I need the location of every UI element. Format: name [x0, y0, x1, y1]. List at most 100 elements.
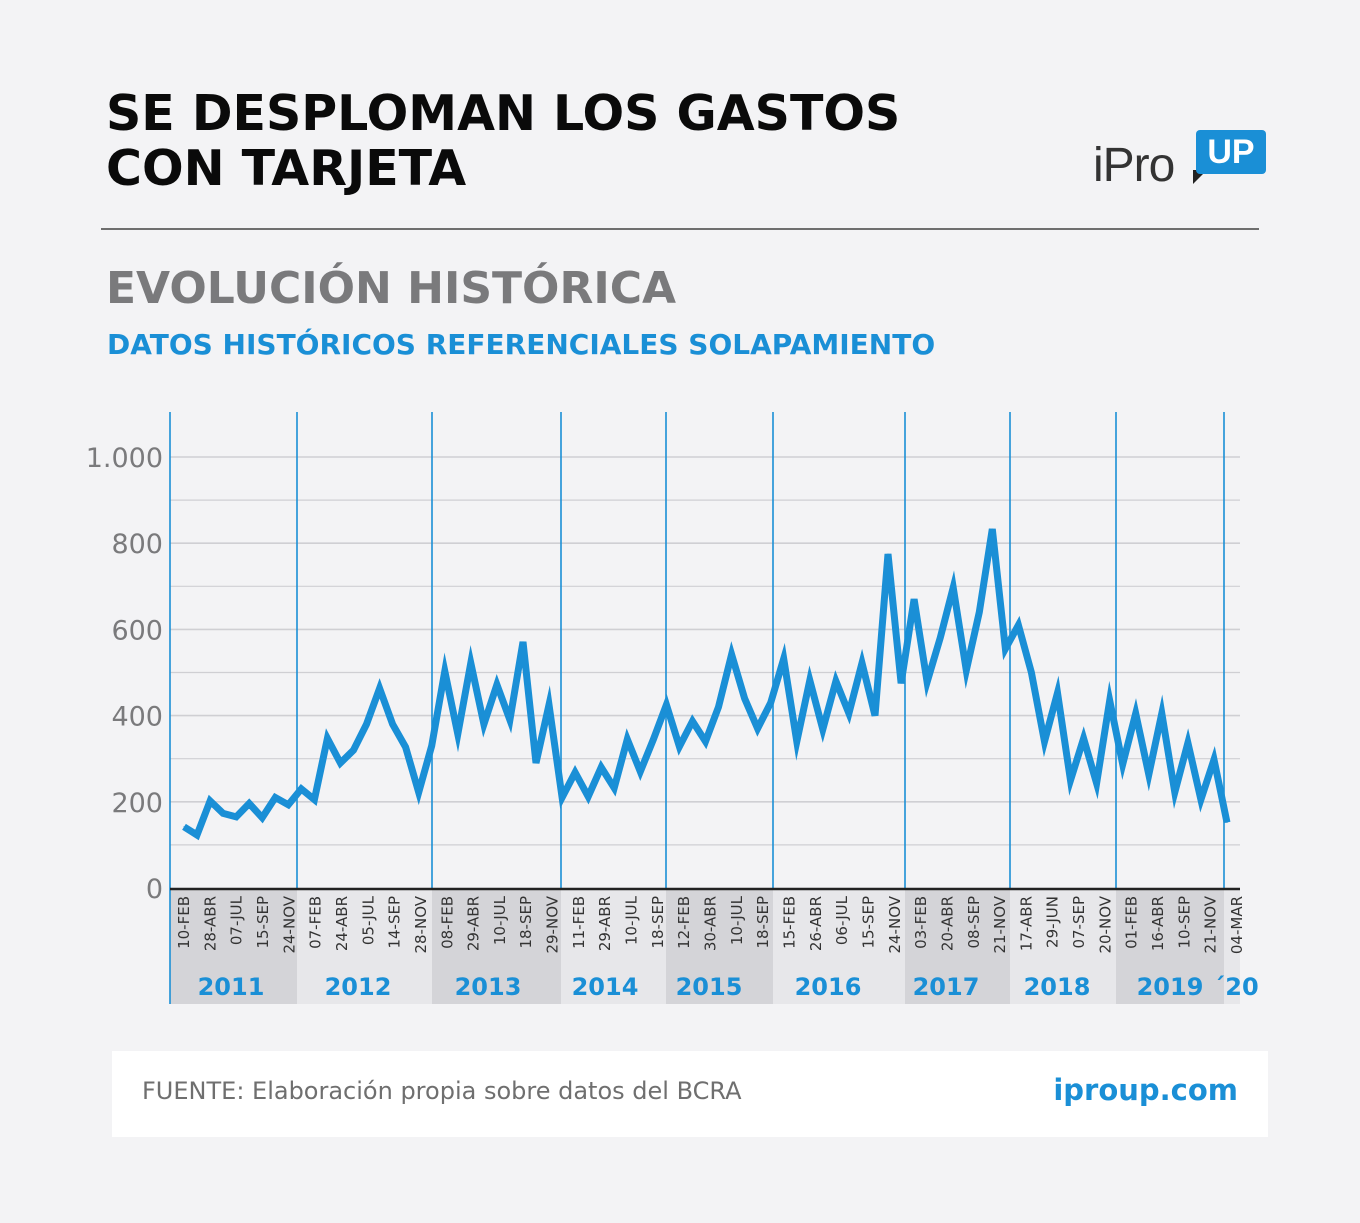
data-point: [431, 745, 433, 747]
x-tick-label: 07-SEP: [1070, 896, 1088, 949]
data-point: [1017, 624, 1019, 626]
x-tick-label: 15-SEP: [859, 896, 877, 949]
x-tick-label: 21-NOV: [991, 895, 1009, 953]
x-tick-label: 14-SEP: [386, 896, 404, 949]
year-label: 2015: [676, 973, 743, 1001]
data-point: [392, 723, 394, 725]
x-tick-label: 20-ABR: [938, 896, 956, 951]
data-point: [822, 728, 824, 730]
data-point: [613, 787, 615, 789]
data-point: [639, 771, 641, 773]
data-point: [261, 817, 263, 819]
data-point: [796, 741, 798, 742]
year-band: [1224, 890, 1240, 1004]
logo-badge: UP: [1196, 130, 1266, 174]
data-point: [1057, 692, 1058, 694]
x-tick-label: 10-JUL: [491, 895, 509, 945]
data-point: [222, 812, 224, 814]
x-tick-label: 24-NOV: [280, 895, 298, 953]
data-point: [509, 719, 511, 721]
year-band: [773, 890, 905, 1004]
x-tick-label: 10-JUL: [728, 895, 746, 945]
data-point: [965, 669, 967, 671]
year-band: [1010, 890, 1116, 1004]
x-tick-label: 28-ABR: [201, 896, 219, 951]
data-point: [600, 766, 602, 768]
y-tick-label: 800: [111, 529, 163, 560]
data-point: [535, 762, 537, 764]
data-point: [353, 749, 354, 751]
site-link[interactable]: iproup.com: [1053, 1073, 1238, 1107]
data-point: [418, 791, 420, 793]
x-tick-label: 21-NOV: [1202, 895, 1220, 953]
x-tick-label: 08-FEB: [438, 896, 456, 949]
data-point: [757, 728, 759, 729]
data-point: [874, 715, 876, 717]
year-band: [561, 890, 666, 1004]
data-point: [1200, 799, 1202, 801]
x-tick-label: 03-FEB: [912, 896, 930, 949]
x-tick-label: 18-SEP: [649, 896, 667, 949]
data-point: [457, 733, 459, 735]
x-tick-label: 01-FEB: [1123, 896, 1141, 949]
data-point: [665, 704, 667, 706]
x-tick-label: 24-NOV: [886, 895, 904, 953]
data-point: [692, 720, 693, 722]
x-tick-label: 20-NOV: [1096, 895, 1114, 953]
title-divider: [101, 228, 1259, 230]
x-tick-label: 10-JUL: [623, 895, 641, 945]
year-band: [432, 890, 561, 1004]
data-point: [248, 803, 250, 804]
x-tick-label: 10-FEB: [175, 896, 193, 949]
year-label: 2018: [1024, 973, 1091, 1001]
source-note: FUENTE: Elaboración propia sobre datos d…: [142, 1077, 742, 1105]
footer-bar: FUENTE: Elaboración propia sobre datos d…: [112, 1051, 1268, 1137]
data-point: [939, 637, 941, 639]
x-tick-label: 07-JUL: [228, 895, 246, 945]
data-point: [913, 598, 915, 600]
series-line: [182, 528, 1231, 841]
data-point: [678, 746, 680, 748]
data-point: [835, 680, 837, 682]
x-tick-label: 29-JUN: [1044, 896, 1062, 948]
x-tick-label: 18-SEP: [517, 896, 535, 949]
data-point: [978, 611, 980, 613]
year-label: 2017: [913, 973, 980, 1001]
line-chart: 0 200 400 600 800 1.000 10-FEB 28-ABR 07-JUL 15-S…: [86, 412, 1259, 1004]
data-point: [626, 738, 628, 740]
section-title: EVOLUCIÓN HISTÓRICA: [106, 263, 677, 314]
data-point: [379, 687, 381, 689]
data-point: [926, 681, 928, 683]
data-point: [1226, 822, 1228, 823]
x-tick-label: 12-FEB: [675, 896, 693, 949]
year-label: 2019: [1137, 973, 1204, 1001]
x-tick-label: 29-ABR: [596, 896, 614, 951]
data-point: [900, 682, 902, 684]
data-point: [235, 816, 237, 818]
data-point: [183, 826, 185, 828]
y-tick-label: 1.000: [86, 443, 163, 474]
year-label: 2013: [455, 973, 522, 1001]
y-tick-label: 0: [146, 874, 163, 905]
x-tick-label: 28-NOV: [412, 895, 430, 953]
x-tick-label: 24-ABR: [333, 896, 351, 951]
x-tick-label: 04-MAR: [1228, 896, 1246, 954]
data-point: [339, 762, 341, 764]
data-point: [548, 704, 550, 706]
data-point: [1122, 763, 1124, 765]
year-label: 2016: [795, 973, 862, 1001]
x-tick-label: 06-JUL: [833, 895, 851, 945]
data-point: [1083, 737, 1085, 739]
data-point: [1030, 672, 1032, 673]
data-point: [1148, 774, 1150, 776]
data-point: [783, 658, 785, 660]
year-label: ´20: [1213, 973, 1258, 1001]
section-subtitle: DATOS HISTÓRICOS REFERENCIALES SOLAPAMIE…: [107, 328, 936, 361]
year-label: 2011: [198, 973, 265, 1001]
chart-title: SE DESPLOMAN LOS GASTOS CON TARJETA: [106, 86, 1006, 196]
x-tick-label: 17-ABR: [1017, 896, 1035, 951]
x-tick-label: 18-SEP: [754, 896, 772, 949]
data-point: [1213, 759, 1215, 761]
data-point: [496, 684, 498, 686]
x-tick-label: 30-ABR: [702, 896, 720, 951]
